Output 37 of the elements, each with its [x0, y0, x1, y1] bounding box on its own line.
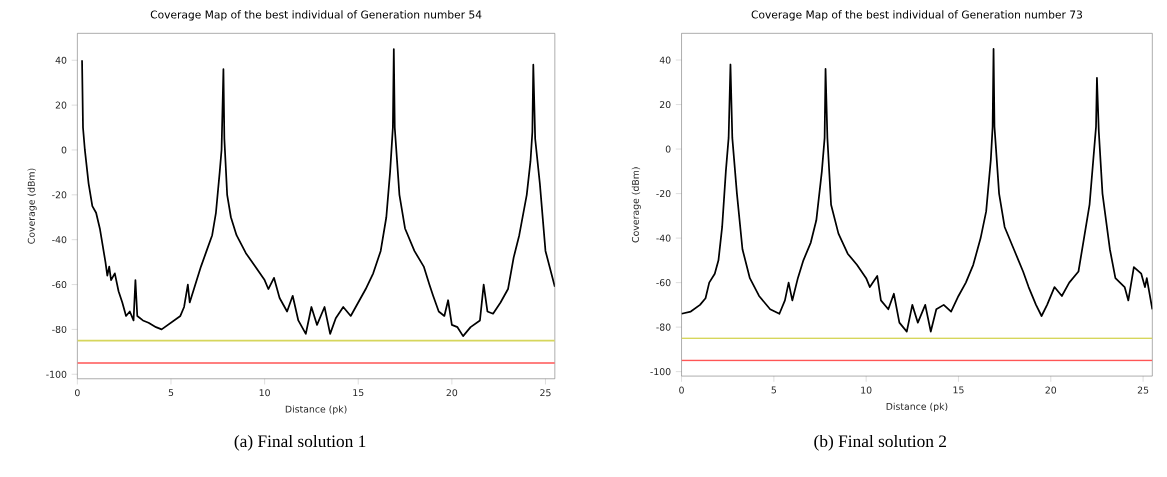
y-tick-label: -60	[656, 278, 671, 286]
y-tick-label: 0	[61, 146, 67, 154]
y-axis-title: Coverage (dBm)	[27, 168, 37, 244]
y-tick-label: -80	[656, 323, 671, 331]
x-axis-title: Distance (pk)	[285, 405, 347, 415]
x-tick-label: 10	[259, 388, 270, 396]
y-tick-label: -60	[52, 280, 67, 288]
x-tick-label: 25	[540, 388, 551, 396]
y-axis-title: Coverage (dBm)	[631, 167, 641, 243]
x-tick-label: 20	[1045, 386, 1057, 394]
x-tick-label: 0	[75, 388, 80, 396]
chart-title: Coverage Map of the best individual of Generation number 54	[150, 10, 482, 21]
y-tick-label: -40	[52, 235, 67, 243]
y-tick-label: -80	[52, 325, 67, 333]
text: (b) Final solution 2	[814, 434, 947, 451]
x-axis-title: Distance (pk)	[886, 402, 948, 412]
y-tick-label: 20	[55, 101, 67, 109]
x-tick-label: 10	[861, 386, 872, 394]
y-tick-label: -20	[52, 191, 67, 199]
x-tick-label: 15	[953, 386, 964, 394]
y-tick-label: -20	[656, 189, 671, 197]
y-tick-label: 40	[55, 56, 67, 64]
x-tick-label: 25	[1137, 386, 1149, 394]
y-tick-label: 0	[665, 145, 671, 153]
line-series	[681, 47, 1153, 333]
text: (a) Final solution 1	[234, 434, 366, 451]
y-tick-label: -100	[650, 367, 671, 375]
y-tick-label: -40	[656, 234, 671, 242]
y-tick-label: -100	[46, 370, 67, 378]
y-tick-label: 40	[659, 56, 671, 64]
y-tick-label: 20	[659, 100, 671, 108]
x-tick-label: 15	[353, 388, 364, 396]
x-tick-label: 20	[446, 388, 458, 396]
x-tick-label: 5	[771, 386, 776, 394]
x-tick-label: 0	[679, 386, 684, 394]
x-tick-label: 5	[168, 388, 174, 396]
chart-title: Coverage Map of the best individual of Generation number 73	[751, 10, 1083, 21]
